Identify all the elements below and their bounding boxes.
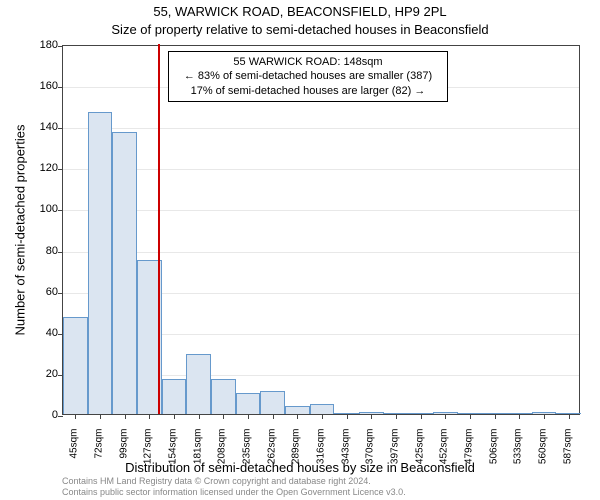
x-tick-label: 587sqm (562, 429, 573, 469)
x-tick-mark (125, 414, 126, 419)
chart-subtitle: Size of property relative to semi-detach… (0, 22, 600, 37)
gridline (63, 210, 579, 211)
histogram-bar (186, 354, 211, 414)
x-tick-mark (273, 414, 274, 419)
histogram-bar (236, 393, 261, 414)
y-tick-mark (58, 46, 63, 47)
histogram-bar (112, 132, 137, 414)
histogram-bar (88, 112, 113, 414)
x-tick-label: 397sqm (390, 429, 401, 469)
y-tick-mark (58, 169, 63, 170)
y-tick-label: 160 (40, 80, 58, 92)
x-tick-mark (445, 414, 446, 419)
x-tick-label: 99sqm (118, 429, 129, 469)
x-tick-mark (470, 414, 471, 419)
x-tick-mark (75, 414, 76, 419)
x-tick-mark (100, 414, 101, 419)
y-tick-label: 0 (52, 409, 58, 421)
y-tick-label: 140 (40, 121, 58, 133)
x-tick-mark (371, 414, 372, 419)
x-tick-label: 45sqm (69, 429, 80, 469)
property-size-histogram: 55, WARWICK ROAD, BEACONSFIELD, HP9 2PL … (0, 0, 600, 500)
histogram-bar (310, 404, 335, 414)
y-tick-label: 120 (40, 162, 58, 174)
reference-line (158, 44, 160, 414)
gridline (63, 169, 579, 170)
y-tick-mark (58, 87, 63, 88)
x-tick-mark (322, 414, 323, 419)
x-tick-label: 506sqm (488, 429, 499, 469)
histogram-bar (63, 317, 88, 414)
y-tick-mark (58, 252, 63, 253)
x-tick-mark (199, 414, 200, 419)
y-tick-mark (58, 128, 63, 129)
histogram-bar (260, 391, 285, 414)
y-tick-label: 40 (46, 327, 58, 339)
x-tick-label: 560sqm (538, 429, 549, 469)
x-tick-label: 533sqm (513, 429, 524, 469)
y-tick-label: 100 (40, 203, 58, 215)
x-tick-mark (248, 414, 249, 419)
footer-attribution: Contains HM Land Registry data © Crown c… (62, 476, 406, 498)
x-tick-mark (347, 414, 348, 419)
x-tick-label: 72sqm (94, 429, 105, 469)
info-property-size: 55 WARWICK ROAD: 148sqm (175, 55, 441, 69)
x-tick-label: 425sqm (414, 429, 425, 469)
info-smaller-pct: ← 83% of semi-detached houses are smalle… (175, 69, 441, 83)
x-tick-mark (174, 414, 175, 419)
x-tick-label: 316sqm (316, 429, 327, 469)
y-axis-label: Number of semi-detached properties (13, 125, 28, 336)
histogram-bar (211, 379, 236, 414)
histogram-bar (162, 379, 187, 414)
y-tick-mark (58, 416, 63, 417)
x-tick-mark (519, 414, 520, 419)
chart-title-address: 55, WARWICK ROAD, BEACONSFIELD, HP9 2PL (0, 4, 600, 19)
x-tick-label: 154sqm (168, 429, 179, 469)
y-tick-label: 80 (46, 245, 58, 257)
x-tick-label: 235sqm (242, 429, 253, 469)
x-tick-label: 289sqm (291, 429, 302, 469)
x-tick-mark (569, 414, 570, 419)
y-tick-label: 60 (46, 286, 58, 298)
x-tick-label: 452sqm (439, 429, 450, 469)
x-tick-label: 127sqm (143, 429, 154, 469)
x-tick-label: 479sqm (464, 429, 475, 469)
footer-line2: Contains public sector information licen… (62, 487, 406, 498)
reference-info-box: 55 WARWICK ROAD: 148sqm ← 83% of semi-de… (168, 51, 448, 102)
info-larger-pct: 17% of semi-detached houses are larger (… (175, 84, 441, 98)
x-tick-mark (544, 414, 545, 419)
y-tick-label: 180 (40, 39, 58, 51)
x-tick-label: 370sqm (365, 429, 376, 469)
gridline (63, 128, 579, 129)
y-tick-mark (58, 210, 63, 211)
y-tick-label: 20 (46, 368, 58, 380)
x-tick-mark (421, 414, 422, 419)
x-tick-label: 343sqm (340, 429, 351, 469)
plot-area: 55 WARWICK ROAD: 148sqm ← 83% of semi-de… (62, 45, 580, 415)
x-tick-mark (495, 414, 496, 419)
x-tick-mark (297, 414, 298, 419)
y-tick-mark (58, 293, 63, 294)
gridline (63, 252, 579, 253)
x-tick-mark (396, 414, 397, 419)
x-tick-label: 181sqm (192, 429, 203, 469)
x-tick-mark (223, 414, 224, 419)
histogram-bar (285, 406, 310, 414)
x-tick-label: 208sqm (217, 429, 228, 469)
x-tick-label: 262sqm (266, 429, 277, 469)
footer-line1: Contains HM Land Registry data © Crown c… (62, 476, 406, 487)
x-tick-mark (149, 414, 150, 419)
